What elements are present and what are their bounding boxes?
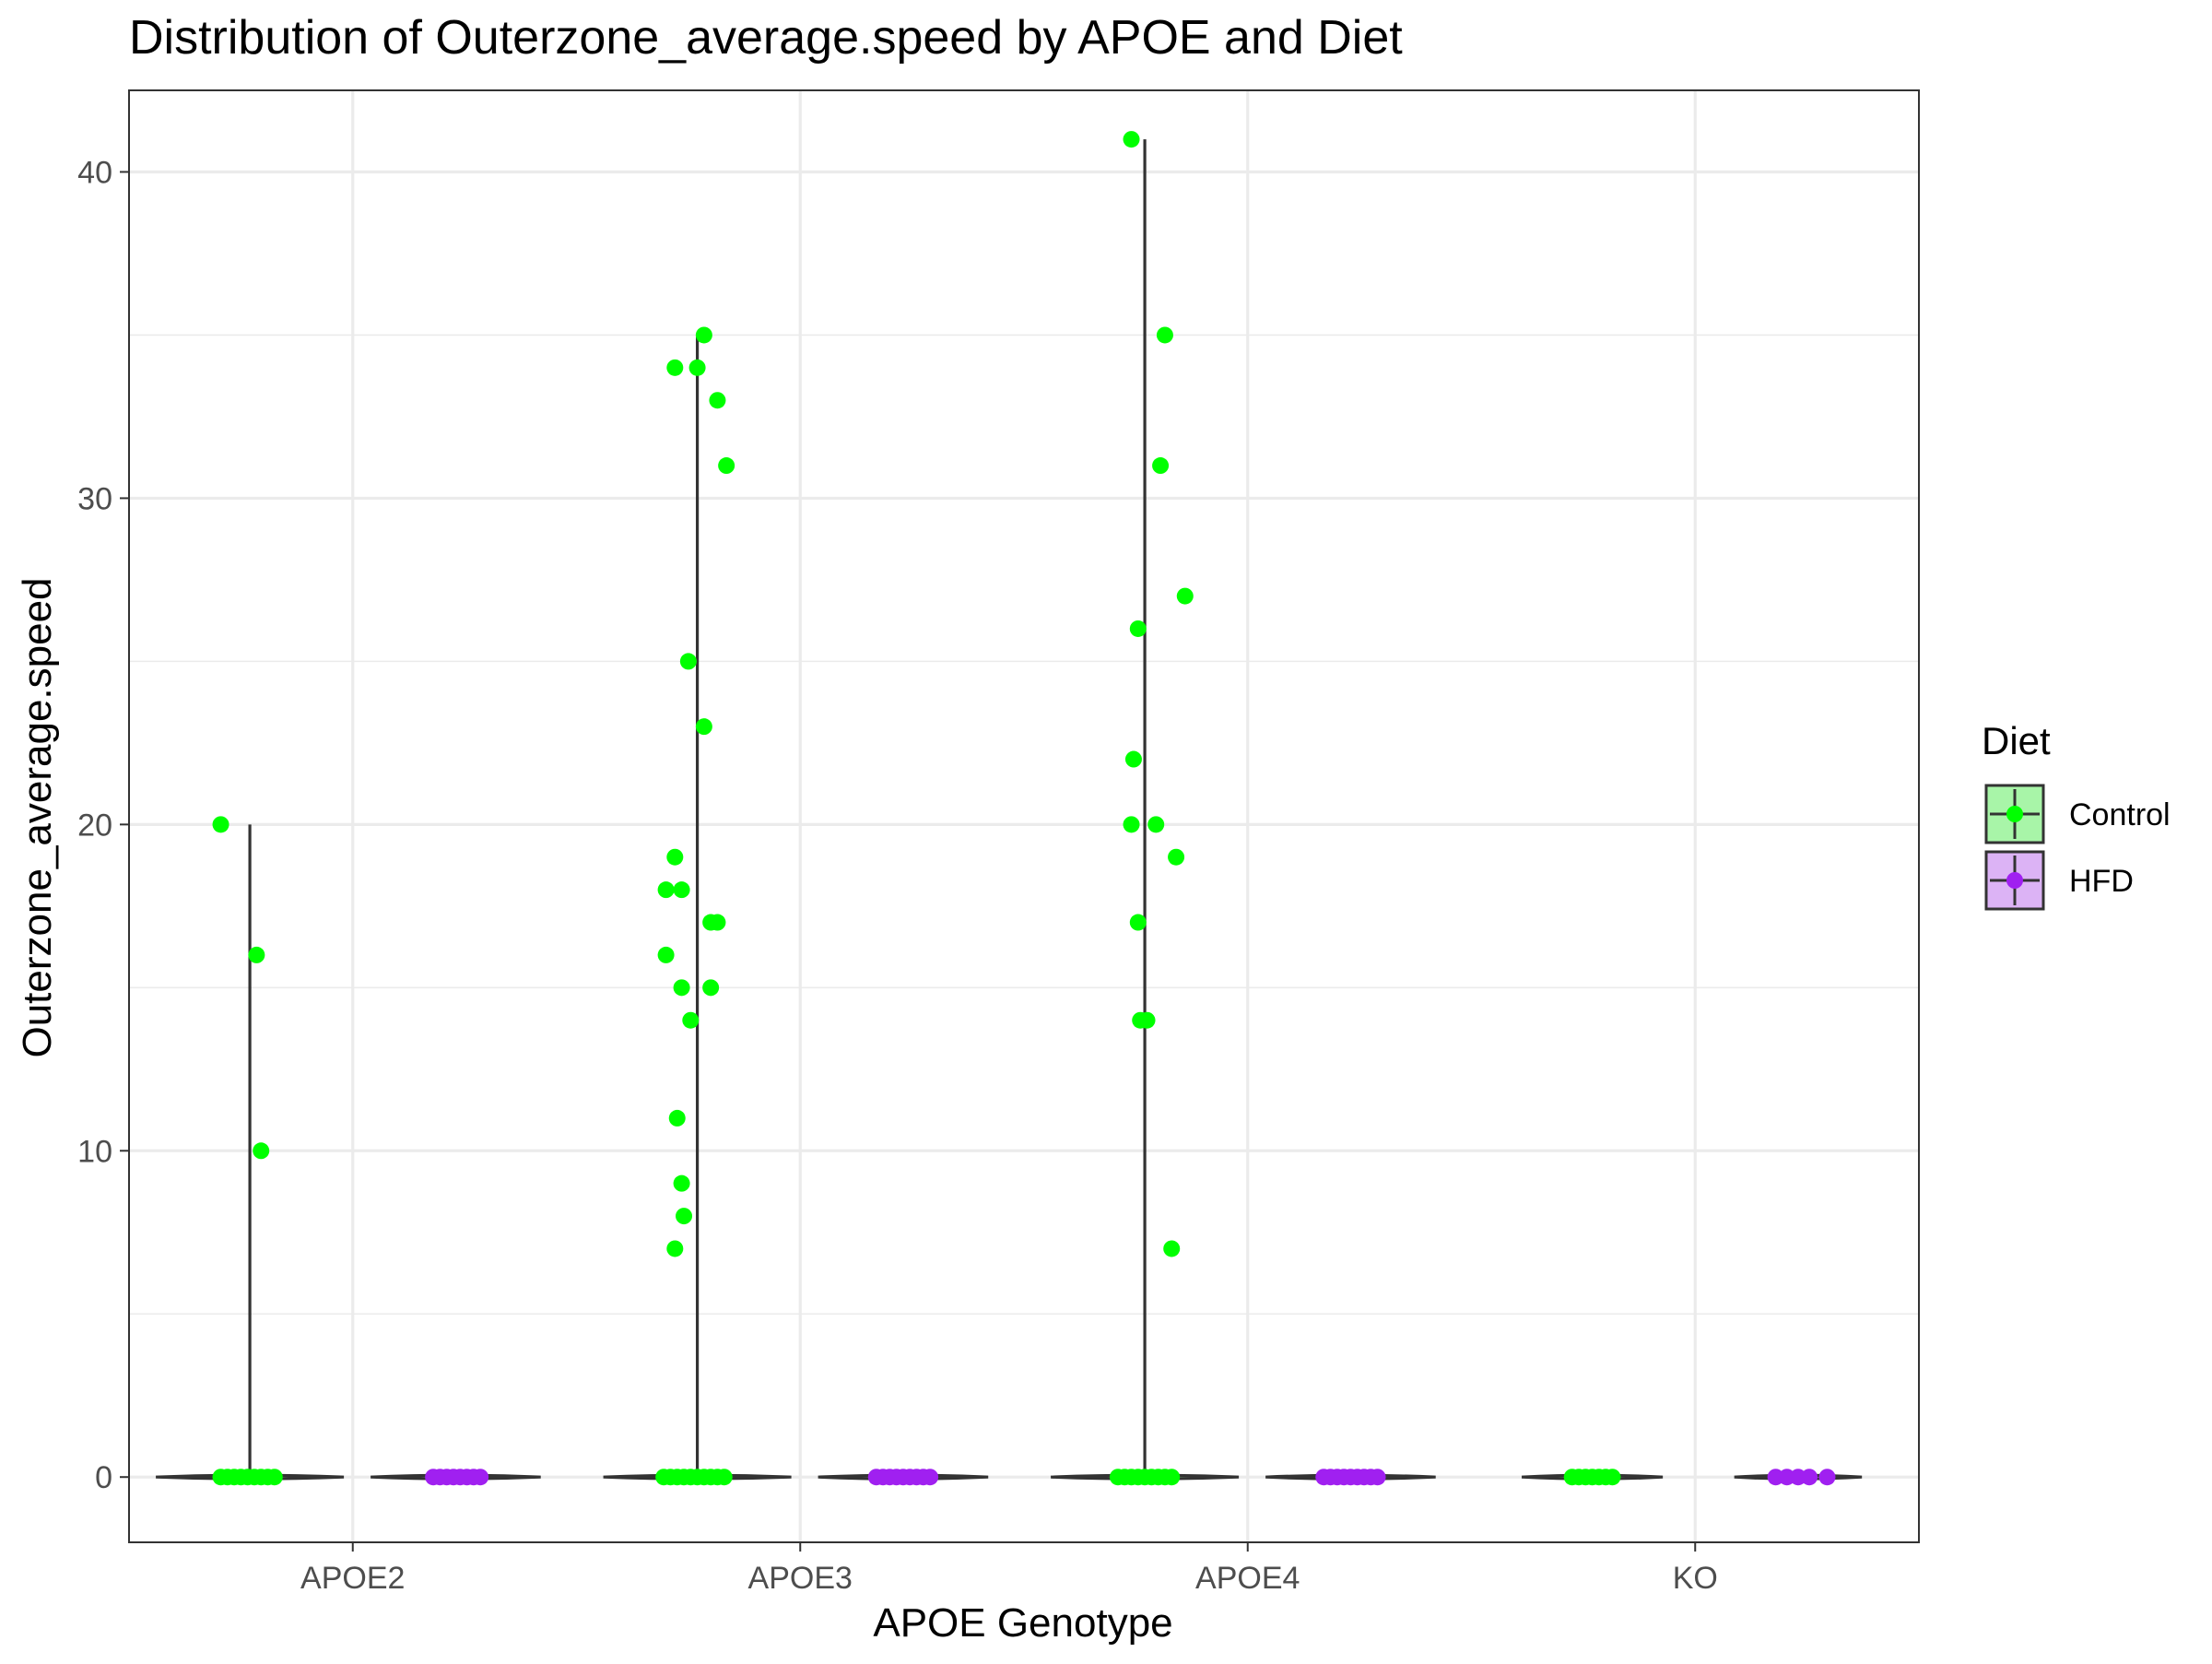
data-point-control: [1156, 326, 1173, 344]
data-point-control: [718, 457, 735, 475]
plot-panel: [129, 90, 1919, 1542]
data-point-control: [657, 881, 675, 899]
data-point-control: [688, 359, 706, 376]
y-tick-label: 0: [95, 1460, 112, 1495]
x-tick-label-ko: KO: [1673, 1561, 1718, 1596]
data-point-control: [702, 979, 720, 997]
data-point-control: [1604, 1469, 1621, 1486]
legend-key-point: [2006, 872, 2023, 889]
panel-background: [129, 90, 1919, 1542]
data-point-control: [1129, 620, 1147, 637]
data-point-control: [695, 718, 712, 736]
legend-item-hfd: HFD: [1984, 850, 2134, 911]
data-point-control: [1123, 816, 1140, 833]
data-point-control: [1147, 816, 1165, 833]
data-point-control: [715, 1469, 733, 1486]
data-point-control: [1168, 848, 1185, 866]
data-point-control: [212, 816, 229, 833]
panel-frame: [128, 89, 1920, 1543]
data-point-control: [709, 392, 726, 409]
grid-lines: [129, 90, 1919, 1542]
data-point-hfd: [1369, 1469, 1386, 1486]
data-point-hfd: [472, 1469, 489, 1486]
data-point-control: [673, 1174, 690, 1192]
data-point-control: [673, 881, 690, 899]
data-point-hfd: [1818, 1469, 1836, 1486]
data-point-control: [1152, 457, 1170, 475]
y-axis: 0 10 20 30 40: [77, 155, 129, 1495]
data-point-control: [1123, 131, 1140, 148]
data-point-control: [695, 326, 712, 344]
data-point-control: [679, 653, 697, 670]
data-point-control: [248, 946, 265, 963]
y-tick-label: 10: [77, 1134, 112, 1169]
data-point-control: [673, 979, 690, 997]
panel-border: [128, 89, 1920, 1543]
data-point-control: [668, 1109, 686, 1127]
legend-key-point: [2006, 806, 2023, 822]
x-axis: APOE2 APOE3 APOE4 KO: [300, 1542, 1718, 1596]
data-point-hfd: [1801, 1469, 1818, 1486]
x-tick-label-apoe2: APOE2: [300, 1561, 405, 1596]
y-tick-label: 20: [77, 808, 112, 843]
data-point-control: [1138, 1011, 1156, 1029]
data-point-control: [1129, 914, 1147, 931]
chart-title: Distribution of Outerzone_average.speed …: [129, 11, 1403, 65]
y-tick-label: 30: [77, 481, 112, 516]
point-layer: [212, 131, 1836, 1486]
data-point-control: [709, 914, 726, 931]
data-point-control: [682, 1011, 700, 1029]
y-axis-title: Outerzone_average.speed: [15, 577, 60, 1057]
x-tick-label-apoe4: APOE4: [1195, 1561, 1300, 1596]
data-point-control: [1163, 1240, 1181, 1257]
data-point-control: [666, 848, 684, 866]
x-tick-label-apoe3: APOE3: [748, 1561, 853, 1596]
data-point-control: [253, 1142, 270, 1160]
data-point-control: [1124, 750, 1142, 768]
legend-label: Control: [2069, 797, 2171, 832]
data-point-hfd: [922, 1469, 939, 1486]
data-point-control: [666, 1240, 684, 1257]
legend-label: HFD: [2069, 864, 2134, 899]
data-point-control: [666, 359, 684, 376]
legend-item-control: Control: [1984, 784, 2171, 844]
y-tick-label: 40: [77, 155, 112, 190]
legend-title: Diet: [1982, 719, 2051, 762]
data-point-control: [657, 946, 675, 963]
legend-keys: Control HFD: [1984, 784, 2171, 911]
data-point-control: [1176, 587, 1194, 605]
data-point-control: [676, 1208, 693, 1225]
legend: Diet Control HFD: [1982, 719, 2171, 911]
data-point-control: [265, 1469, 283, 1486]
data-point-control: [1163, 1469, 1181, 1486]
x-axis-title: APOE Genotype: [873, 1600, 1172, 1646]
